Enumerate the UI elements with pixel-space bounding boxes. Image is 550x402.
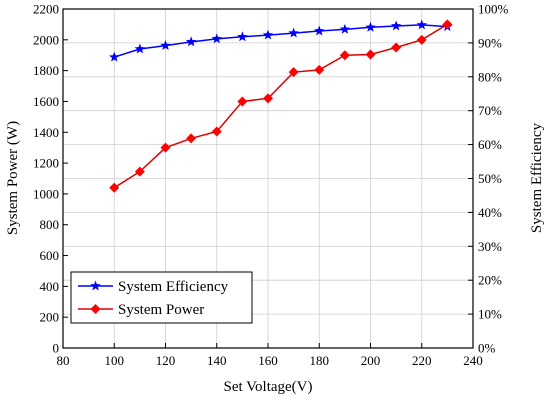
- y-right-tick-label: 60%: [478, 137, 502, 152]
- y-left-tick-label: 1400: [33, 125, 59, 140]
- efficiency-point: [339, 23, 351, 34]
- power-point: [263, 93, 273, 104]
- legend-efficiency-label: System Efficiency: [118, 279, 229, 295]
- legend-box: [70, 271, 253, 324]
- y-left-tick-label: 2000: [33, 32, 59, 47]
- y-right-tick-label: 80%: [478, 69, 502, 84]
- y-left-tick-label: 800: [40, 217, 60, 232]
- power-point: [288, 67, 299, 78]
- efficiency-point: [109, 51, 120, 62]
- power-point: [237, 96, 248, 107]
- x-tick-label: 200: [361, 353, 381, 368]
- power-point: [109, 182, 120, 193]
- power-point: [134, 166, 145, 177]
- efficiency-point: [160, 40, 171, 51]
- x-tick-label: 220: [412, 353, 432, 368]
- power-point: [416, 34, 427, 45]
- legend-power-marker: [90, 304, 101, 314]
- efficiency-point: [416, 19, 427, 30]
- efficiency-point: [185, 36, 197, 47]
- x-axis-title: Set Voltage(V): [223, 379, 312, 395]
- y-right-tick-label: 50%: [478, 171, 502, 186]
- axes: 80 100 120 140 160 180 200 220 240 0 200 400 600 800 1…: [33, 2, 509, 369]
- efficiency-point: [237, 31, 248, 42]
- power-point: [391, 42, 402, 53]
- y-left-tick-label: 400: [40, 279, 60, 294]
- y-left-tick-label: 200: [40, 310, 60, 325]
- y-right-tick-label: 90%: [478, 35, 502, 50]
- efficiency-point: [365, 21, 376, 32]
- grid: [63, 9, 473, 348]
- y-right-tick-label: 20%: [478, 273, 502, 288]
- efficiency-point: [134, 43, 146, 54]
- efficiency-point: [262, 29, 274, 40]
- series-system-power: [109, 19, 453, 193]
- efficiency-point: [288, 27, 299, 38]
- power-point: [186, 133, 197, 144]
- y-right-tick-label: 70%: [478, 103, 502, 118]
- y-right-tick-label: 10%: [478, 307, 502, 322]
- y-left-tick-label: 1200: [33, 156, 59, 171]
- x-tick-label: 80: [57, 353, 70, 368]
- y-right-tick-label: 40%: [478, 205, 502, 220]
- y-right-tick-label: 0%: [478, 341, 496, 356]
- x-tick-label: 180: [310, 353, 330, 368]
- y-right-tick-label: 100%: [478, 2, 509, 17]
- y-left-tick-label: 1000: [33, 186, 59, 201]
- series-layer: [109, 19, 453, 193]
- power-point: [160, 142, 171, 153]
- power-point: [365, 49, 376, 60]
- y-right-tick-label: 30%: [478, 239, 502, 254]
- legend-power-label: System Power: [118, 302, 204, 318]
- y-left-tick-label: 2200: [33, 2, 59, 17]
- series-line: [114, 24, 448, 58]
- power-point: [211, 126, 222, 137]
- series-line: [113, 23, 448, 189]
- x-tick-label: 120: [156, 353, 176, 368]
- series-system-efficiency: [109, 19, 453, 62]
- x-tick-label: 100: [105, 353, 125, 368]
- x-tick-label: 240: [463, 353, 483, 368]
- efficiency-point: [390, 20, 402, 31]
- y-axis-left-title: System Power (W): [5, 121, 21, 235]
- legend-efficiency-marker: [90, 280, 101, 291]
- power-point: [442, 19, 453, 30]
- efficiency-point: [314, 25, 325, 36]
- power-point: [314, 64, 325, 75]
- y-left-tick-label: 1600: [33, 94, 59, 109]
- x-tick-label: 140: [207, 353, 227, 368]
- legend: System Efficiency System Power: [70, 271, 253, 324]
- y-left-tick-label: 0: [53, 341, 60, 356]
- power-point: [339, 50, 350, 61]
- y-left-tick-label: 1800: [33, 63, 59, 78]
- y-axis-right-title: System Efficiency: [529, 122, 545, 233]
- x-tick-label: 160: [258, 353, 278, 368]
- efficiency-point: [211, 33, 222, 44]
- y-left-tick-label: 600: [40, 248, 60, 263]
